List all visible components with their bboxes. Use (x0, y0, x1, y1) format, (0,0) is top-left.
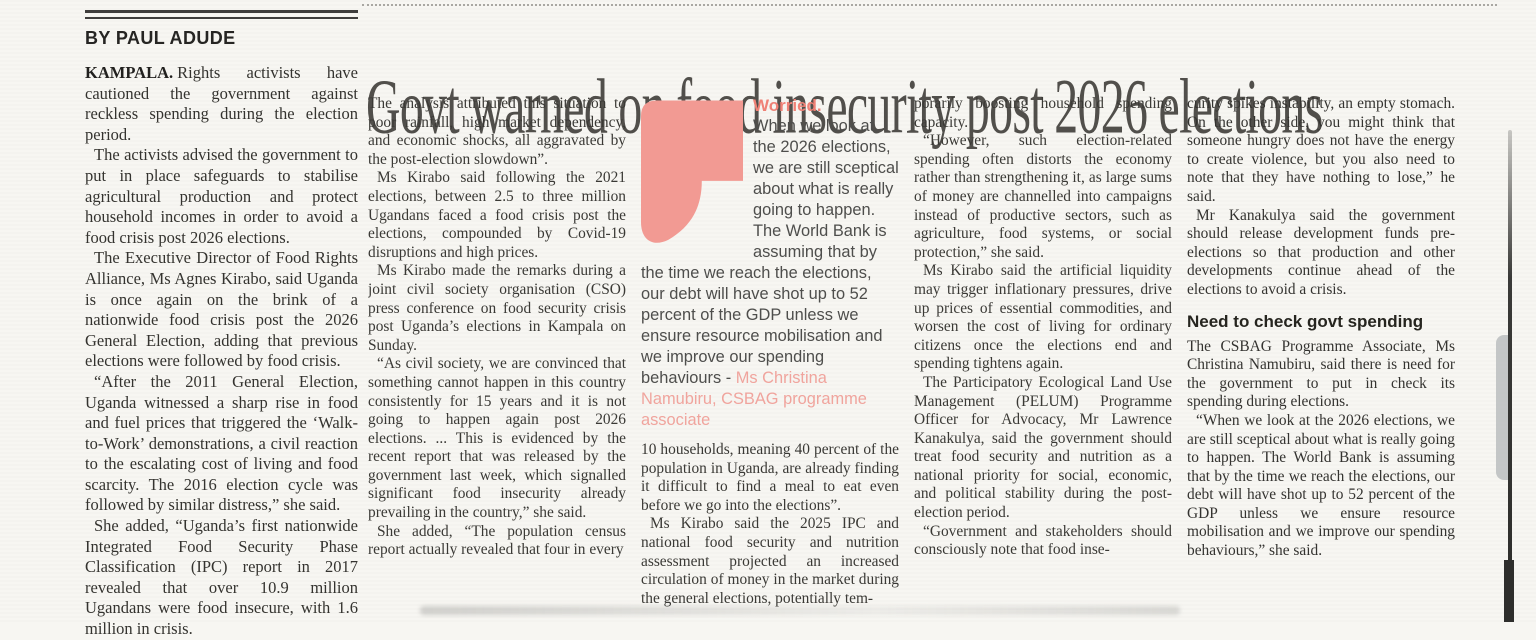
scan-edge-line (1508, 130, 1512, 622)
article-paragraph: Ms Kirabo said following the 2021 electi… (368, 169, 626, 261)
lead-paragraph: KAMPALA. Rights activists have cautioned … (85, 63, 358, 145)
article-paragraph: “Government and stakeholders should cons… (914, 522, 1172, 559)
quote-mark-icon (641, 100, 743, 243)
dateline: KAMPALA. (85, 63, 174, 82)
byline-rule (85, 10, 358, 19)
article-column-3: Worried. When we look at the 2026 electi… (641, 95, 899, 622)
pull-quote-kicker: Worried. (753, 96, 822, 115)
article-paragraph: 10 households, meaning 40 percent of the… (641, 441, 899, 514)
pull-quote-attribution: Ms Christina Namubiru, CSBAG programme a… (641, 369, 867, 429)
article-paragraph: The activists advised the government to … (85, 145, 358, 247)
article-column-2: The analysis attributed this situation t… (368, 95, 626, 622)
article-paragraph: The Participatory Ecological Land Use Ma… (914, 373, 1172, 522)
section-subhead: Need to check govt spending (1187, 311, 1424, 331)
scan-artifact-blob (1496, 335, 1508, 480)
article-paragraph: The analysis attributed this situation t… (368, 95, 626, 168)
article-paragraph: The Executive Director of Food Rights Al… (85, 248, 358, 371)
article-paragraph: Ms Kirabo made the remarks during a join… (368, 262, 626, 354)
article-paragraph: curity spikes instability, an empty stom… (1187, 95, 1455, 205)
article-paragraph: She added, “Uganda’s first nationwide In… (85, 516, 358, 639)
pull-quote: Worried. When we look at the 2026 electi… (641, 95, 899, 431)
article-paragraph: She added, “The population census report… (368, 522, 626, 559)
scan-edge-corner (1504, 560, 1514, 622)
article-paragraph: Mr Kanakulya said the government should … (1187, 206, 1455, 298)
article-paragraph: The CSBAG Programme Associate, Ms Christ… (1187, 337, 1455, 411)
article-body-columns: The analysis attributed this situation t… (368, 95, 1483, 622)
scan-bottom-smudge (420, 606, 1180, 615)
article-paragraph: Ms Kirabo said the artificial liquidity … (914, 262, 1172, 373)
lead-text: Rights activists have cautioned the gove… (85, 63, 358, 144)
article-paragraph: porarily boosting household spending cap… (914, 95, 1172, 131)
article-paragraph: “As civil society, we are convinced that… (368, 355, 626, 522)
article-column-4: porarily boosting household spending cap… (914, 95, 1172, 622)
article-paragraph: “After the 2011 General Election, Uganda… (85, 371, 358, 515)
article-paragraph: “However, such election-related spending… (914, 132, 1172, 261)
byline: BY PAUL ADUDE (85, 28, 236, 48)
article-column-5: curity spikes instability, an empty stom… (1187, 95, 1455, 622)
pull-quote-dash: - (721, 369, 736, 387)
top-dotted-rule (362, 4, 1497, 6)
article-paragraph: Ms Kirabo said the 2025 IPC and national… (641, 515, 899, 607)
article-column-1: BY PAUL ADUDE KAMPALA. Rights activists h… (85, 10, 358, 640)
pull-quote-body: When we look at the 2026 elections, we a… (641, 117, 899, 387)
article-paragraph: “When we look at the 2026 elections, we … (1187, 411, 1455, 560)
pull-quote-text: When we look at the 2026 elections, we a… (641, 116, 899, 431)
